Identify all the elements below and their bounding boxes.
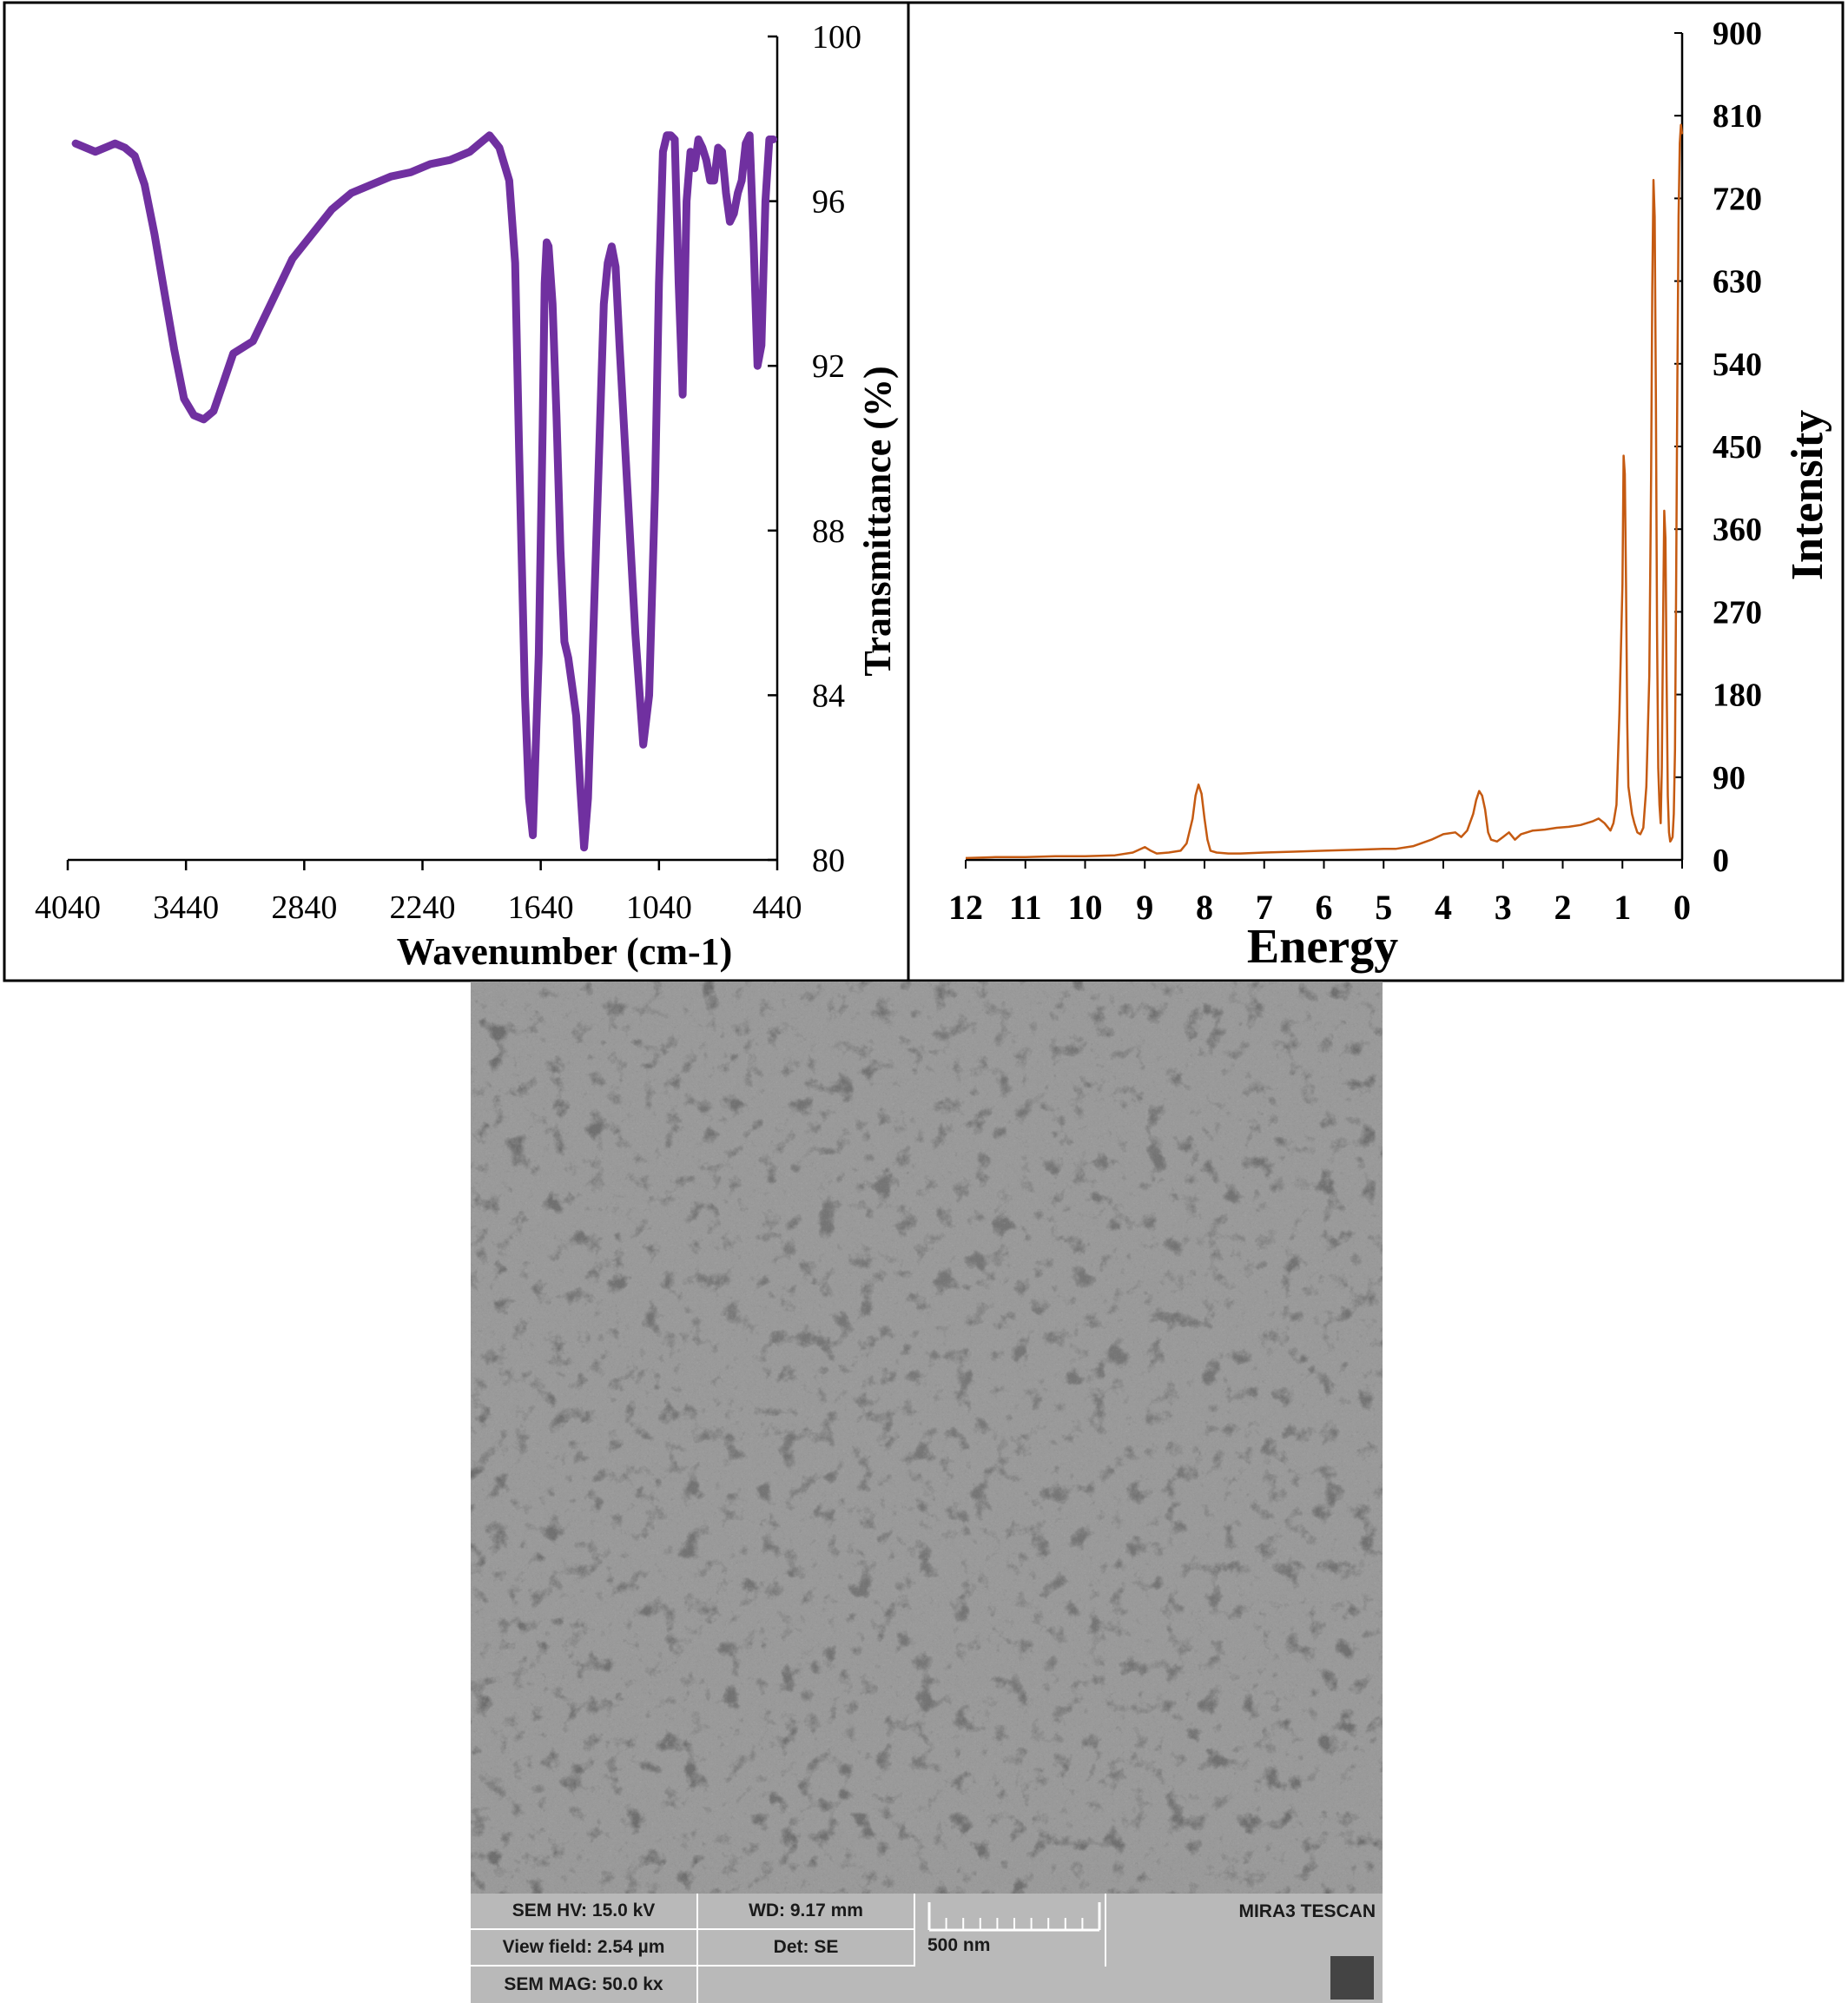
edx-panel-border xyxy=(907,1,1845,982)
edx-x-tick-label: 5 xyxy=(1375,888,1392,927)
sem-brand-cell: MIRA3 TESCAN xyxy=(1106,1894,1383,1930)
ftir-x-tick-label: 3440 xyxy=(153,889,219,926)
ftir-y-tick-label: 92 xyxy=(812,348,845,385)
ftir-x-tick-label: 1640 xyxy=(508,889,574,926)
ftir-y-tick-label: 100 xyxy=(812,19,861,56)
edx-x-tick-label: 4 xyxy=(1435,888,1452,927)
edx-x-tick-label: 11 xyxy=(1009,888,1042,927)
ftir-y-tick-label: 84 xyxy=(812,678,845,714)
ftir-x-ticks: 4040 3440 2840 2240 1640 1040 440 xyxy=(35,860,802,926)
ftir-y-ticks: 100 96 92 88 84 80 xyxy=(768,19,861,879)
ftir-x-tick-label: 4040 xyxy=(35,889,101,926)
sem-scale-text: 500 nm xyxy=(927,1935,991,1955)
sem-scale-cell: 500 nm xyxy=(915,1894,1106,1967)
edx-y-tick-label: 0 xyxy=(1713,843,1729,879)
edx-x-tick-label: 9 xyxy=(1136,888,1153,927)
edx-x-axis-label: Energy xyxy=(1247,920,1398,974)
edx-y-tick-label: 270 xyxy=(1713,594,1762,631)
edx-y-tick-label: 630 xyxy=(1713,264,1762,301)
edx-x-tick-label: 10 xyxy=(1068,888,1103,927)
ftir-panel: 4040 3440 2840 2240 1640 1040 440 100 96 92 88 84 8… xyxy=(3,1,910,982)
sem-scale-bar xyxy=(927,1902,1101,1932)
ftir-x-tick-label: 2240 xyxy=(390,889,456,926)
ftir-y-axis-label: Transmittance (%) xyxy=(856,366,899,676)
ftir-y-tick-label: 88 xyxy=(812,513,845,550)
edx-x-tick-label: 7 xyxy=(1256,888,1273,927)
sem-micrograph: SEM HV: 15.0 kV WD: 9.17 mm 500 nm MIRA3… xyxy=(471,982,1383,2003)
edx-y-tick-label: 450 xyxy=(1713,429,1762,466)
sem-info-bar: SEM HV: 15.0 kV WD: 9.17 mm 500 nm MIRA3… xyxy=(471,1894,1383,2003)
edx-x-tick-label: 2 xyxy=(1554,888,1572,927)
edx-x-ticks: 12 11 10 9 8 7 6 5 4 3 2 1 0 xyxy=(948,860,1691,927)
sem-hv-cell: SEM HV: 15.0 kV xyxy=(471,1894,698,1930)
sem-mag-text: SEM MAG: 50.0 kx xyxy=(504,1974,663,1994)
sem-wd-text: WD: 9.17 mm xyxy=(749,1901,863,1920)
ftir-x-axis-label: Wavenumber (cm-1) xyxy=(397,930,733,973)
edx-x-tick-label: 8 xyxy=(1196,888,1213,927)
sem-det-cell: Det: SE xyxy=(698,1930,915,1967)
edx-y-tick-label: 810 xyxy=(1713,98,1762,135)
sem-hv-text: SEM HV: 15.0 kV xyxy=(512,1901,656,1920)
sem-view-text: View field: 2.54 µm xyxy=(502,1937,665,1957)
ftir-y-tick-label: 80 xyxy=(812,843,845,879)
edx-panel: 12 11 10 9 8 7 6 5 4 3 2 1 0 90081072063054045036027… xyxy=(907,1,1845,982)
sem-mag-cell: SEM MAG: 50.0 kx xyxy=(471,1967,698,2003)
edx-x-tick-label: 3 xyxy=(1495,888,1512,927)
edx-series-line xyxy=(965,123,1684,860)
edx-y-tick-label: 540 xyxy=(1713,347,1762,383)
sem-view-cell: View field: 2.54 µm xyxy=(471,1930,698,1967)
edx-y-tick-label: 720 xyxy=(1713,181,1762,217)
ftir-series-line xyxy=(71,131,777,852)
edx-x-tick-label: 12 xyxy=(948,888,983,927)
ftir-x-tick-label: 1040 xyxy=(626,889,692,926)
edx-y-axis-label: Intensity xyxy=(1783,410,1832,580)
edx-y-tick-label: 90 xyxy=(1713,760,1746,797)
ftir-panel-border xyxy=(3,1,910,982)
sem-logo-icon xyxy=(1330,1956,1374,2000)
edx-x-tick-label: 1 xyxy=(1614,888,1631,927)
sem-brand-text: MIRA3 TESCAN xyxy=(1238,1901,1376,1921)
sem-wd-cell: WD: 9.17 mm xyxy=(698,1894,915,1930)
ftir-x-tick-label: 2840 xyxy=(271,889,337,926)
edx-y-tick-label: 900 xyxy=(1713,16,1762,52)
edx-x-tick-label: 0 xyxy=(1673,888,1691,927)
edx-x-tick-label: 6 xyxy=(1316,888,1333,927)
ftir-y-tick-label: 96 xyxy=(812,184,845,221)
sem-det-text: Det: SE xyxy=(773,1937,839,1957)
sem-image xyxy=(471,982,1383,1894)
ftir-x-tick-label: 440 xyxy=(753,889,802,926)
edx-y-tick-label: 180 xyxy=(1713,678,1762,714)
edx-y-tick-label: 360 xyxy=(1713,512,1762,548)
